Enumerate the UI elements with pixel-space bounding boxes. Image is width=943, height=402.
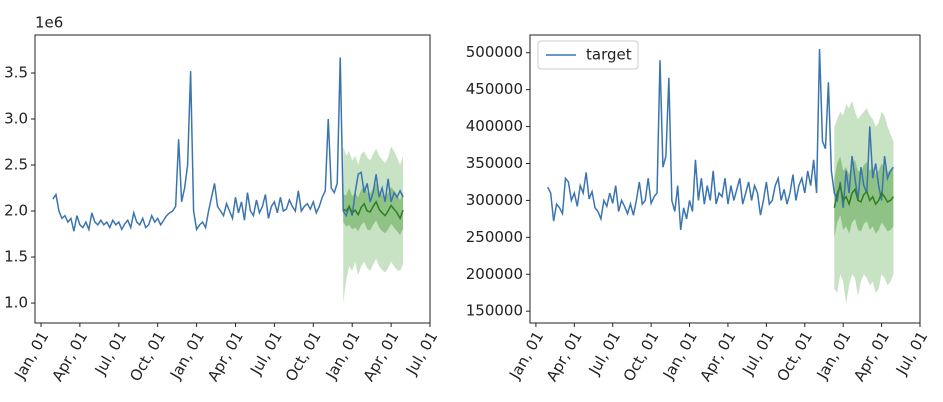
x-tick-label: Jul, 01 [246, 328, 285, 378]
axes-frame [529, 34, 921, 324]
x-tick-label: Jul, 01 [91, 328, 130, 378]
interval-90 [834, 100, 894, 304]
x-tick-label: Apr, 01 [204, 328, 247, 384]
y-tick-label: 150000 [466, 302, 523, 320]
x-tick-label: Apr, 01 [850, 328, 893, 384]
interval-50 [343, 183, 404, 235]
x-tick-label: Apr, 01 [48, 328, 91, 384]
x-tick-label: Jul, 01 [402, 328, 441, 378]
y-tick-label: 3.0 [4, 110, 28, 128]
median-line [833, 183, 894, 208]
y-tick-label: 300000 [466, 191, 523, 209]
x-tick-label: Jan, 01 [659, 328, 701, 383]
legend-frame [537, 40, 639, 70]
y-tick-label: 1.0 [4, 294, 28, 312]
x-tick-label: Jan, 01 [813, 328, 855, 383]
y-tick-label: 3.5 [4, 64, 28, 82]
y-tick-label: 350000 [466, 154, 523, 172]
y-tick-label: 1.5 [4, 248, 28, 266]
y-tick-label: 2.0 [4, 202, 28, 220]
y-tick-label: 200000 [466, 265, 523, 283]
legend-label: target [586, 46, 632, 64]
x-tick-label: Oct, 01 [282, 328, 325, 384]
x-tick-label: Oct, 01 [620, 328, 663, 384]
x-tick-label: Oct, 01 [773, 328, 816, 384]
median-line [342, 200, 404, 221]
x-tick-label: Apr, 01 [360, 328, 403, 384]
x-tick-label: Jan, 01 [505, 328, 547, 383]
x-tick-label: Oct, 01 [126, 328, 169, 384]
y-tick-label: 250000 [466, 228, 523, 246]
interval-50 [834, 156, 894, 238]
axes-frame [34, 34, 431, 324]
interval-90 [343, 146, 404, 304]
x-tick-label: Jan, 01 [166, 328, 208, 383]
x-tick-label: Jan, 01 [10, 328, 52, 383]
y-tick-label: 500000 [466, 43, 523, 61]
y-tick-label: 2.5 [4, 156, 28, 174]
x-tick-label: Jan, 01 [322, 328, 364, 383]
x-tick-label: Jul, 01 [892, 328, 931, 378]
plot-area [52, 57, 404, 304]
x-tick-label: Apr, 01 [543, 328, 586, 384]
plot-area [547, 49, 894, 304]
axis-offset: 1e6 [35, 14, 63, 32]
x-tick-label: Apr, 01 [696, 328, 739, 384]
y-tick-label: 450000 [466, 80, 523, 98]
x-tick-label: Jul, 01 [585, 328, 624, 378]
target-line [52, 57, 404, 233]
y-tick-label: 400000 [466, 117, 523, 135]
x-tick-label: Jul, 01 [738, 328, 777, 378]
